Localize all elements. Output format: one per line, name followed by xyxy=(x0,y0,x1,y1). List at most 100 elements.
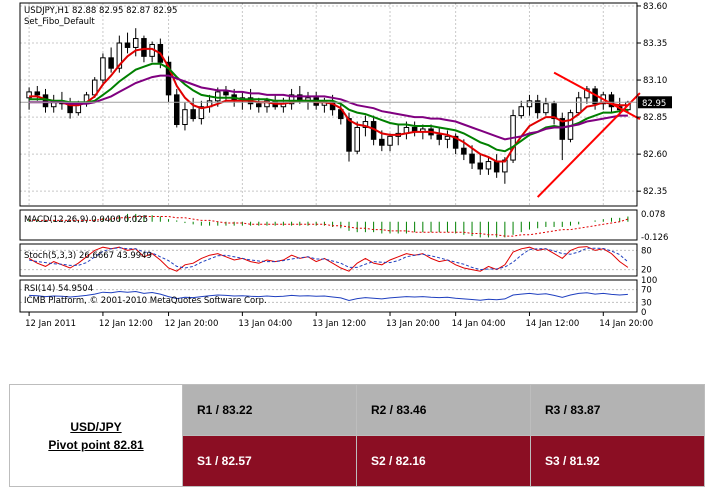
candle-body xyxy=(116,42,123,69)
time-tick-label: 12 Jan 12:00 xyxy=(99,319,153,329)
rsi-panel-frame xyxy=(19,279,638,313)
macd-tick-label: 0.078 xyxy=(641,210,665,220)
candle-body xyxy=(485,161,492,170)
candle-body xyxy=(182,109,188,126)
rsi-panel-marks xyxy=(20,289,637,303)
pair-cell: USD/JPY Pivot point 82.81 xyxy=(9,384,183,487)
rsi-line xyxy=(29,290,628,302)
candle-body xyxy=(379,138,385,146)
candle-body xyxy=(264,100,270,108)
s2-cell: S2 / 82.16 xyxy=(356,435,531,487)
rsi-tick-label: 0 xyxy=(641,308,646,318)
candle-body xyxy=(551,103,557,120)
price-tick-label: 83.60 xyxy=(643,2,667,12)
moving-average-line xyxy=(29,62,629,153)
stoch-tick-label: 20 xyxy=(641,266,652,276)
macd-signal-line xyxy=(29,216,629,237)
rsi-label: RSI(14) 54.9504 xyxy=(24,284,93,294)
stoch-signal-line xyxy=(29,247,629,271)
candle-body xyxy=(124,42,131,48)
candle-body xyxy=(526,100,533,108)
current-price-box xyxy=(638,96,672,109)
price-tick-label: 83.35 xyxy=(643,39,667,49)
candle-body xyxy=(469,153,475,164)
time-tick-label: 14 Jan 12:00 xyxy=(525,319,579,329)
candle-body xyxy=(223,91,229,96)
candle-body xyxy=(198,106,205,120)
candle-body xyxy=(165,61,172,96)
indicator-label: Set_Fibo_Default xyxy=(24,17,95,27)
candle-body xyxy=(256,103,262,108)
time-tick-label: 12 Jan 2011 xyxy=(25,319,76,329)
moving-average-line xyxy=(29,47,628,163)
moving-average-line xyxy=(29,74,628,141)
candle-body xyxy=(288,94,295,105)
candle-body xyxy=(444,135,451,140)
stochastic-panel-marks xyxy=(20,246,637,272)
candle-body xyxy=(608,94,615,108)
candle-body xyxy=(543,103,549,114)
r2-cell: R2 / 83.46 xyxy=(356,384,531,436)
candle-body xyxy=(190,109,196,120)
time-tick-label: 14 Jan 04:00 xyxy=(452,319,506,329)
resistance-row: USD/JPY Pivot point 82.81 R1 / 83.22 R2 … xyxy=(9,384,705,487)
candle-body xyxy=(346,118,352,152)
candle-body xyxy=(584,88,590,99)
trendline xyxy=(553,71,641,121)
candle-body xyxy=(362,121,369,128)
macd-panel-marks xyxy=(28,213,629,238)
rsi-tick-label: 100 xyxy=(641,276,657,286)
stoch-tick-label: 80 xyxy=(641,246,652,256)
candle-body xyxy=(387,135,393,146)
candle-body xyxy=(108,57,114,69)
pivot-point: Pivot point 82.81 xyxy=(48,437,144,452)
macd-label: MACD(12,26,9) 0.0400 0.025 xyxy=(24,215,148,225)
candle-body xyxy=(354,126,360,152)
rsi-tick-label: 70 xyxy=(641,286,652,296)
candle-body xyxy=(215,91,221,102)
time-tick-label: 14 Jan 20:00 xyxy=(599,319,653,329)
macd-tick-label: -0.126 xyxy=(641,233,668,243)
rsi-tick-label: 30 xyxy=(641,298,652,308)
price-tick-label: 82.35 xyxy=(643,187,667,197)
pair-name: USD/JPY xyxy=(70,419,122,434)
candle-body xyxy=(575,97,582,114)
candle-body xyxy=(436,134,442,140)
s1-cell: S1 / 82.57 xyxy=(182,435,357,487)
time-tick-label: 12 Jan 20:00 xyxy=(165,319,219,329)
macd-panel-frame xyxy=(19,209,638,241)
candle-body xyxy=(141,38,147,57)
time-tick-label: 13 Jan 20:00 xyxy=(386,319,440,329)
price-tick-label: 83.10 xyxy=(643,76,667,86)
candle-body xyxy=(42,94,49,108)
time-tick-label: 13 Jan 12:00 xyxy=(312,319,366,329)
chart-background xyxy=(0,0,681,332)
r1-cell: R1 / 83.22 xyxy=(182,384,357,436)
r3-cell: R3 / 83.87 xyxy=(530,384,705,436)
candle-body xyxy=(461,147,467,155)
s3-cell: S3 / 81.92 xyxy=(530,435,705,487)
axes: 83.60 83.35 83.10 82.85 82.60 82.35 12 Jan 201… xyxy=(19,2,672,329)
pivot-levels-table: USD/JPY Pivot point 82.81 R1 / 83.22 R2 … xyxy=(9,384,705,487)
support-row: S1 / 82.57 S2 / 82.16 S3 / 81.92 xyxy=(10,435,705,487)
candle-body xyxy=(534,100,541,114)
stoch-panel-frame xyxy=(19,243,638,277)
stochastic-label: Stoch(5,3,3) 26.6667 43.9949 xyxy=(24,251,152,261)
price-tick-label: 82.60 xyxy=(643,150,667,160)
main-panel-marks xyxy=(20,28,641,198)
stoch-main-line xyxy=(28,246,629,272)
candle-body xyxy=(493,161,500,173)
forex-chart: 83.60 83.35 83.10 82.85 82.60 82.35 12 Jan 201… xyxy=(0,0,681,332)
candle-body xyxy=(477,162,484,170)
candle-body xyxy=(518,106,525,117)
candle-body xyxy=(100,57,106,81)
current-price-label: 82.95 xyxy=(642,99,666,109)
candle-body xyxy=(26,91,32,99)
candle-body xyxy=(452,135,459,149)
price-tick-label: 82.85 xyxy=(643,113,667,123)
candle-body xyxy=(132,38,139,48)
time-tick-label: 13 Jan 04:00 xyxy=(238,319,292,329)
candle-body xyxy=(559,118,566,140)
symbol-header: USDJPY,H1 82.88 82.95 82.87 82.95 xyxy=(24,6,177,16)
main-panel-frame xyxy=(19,2,638,207)
